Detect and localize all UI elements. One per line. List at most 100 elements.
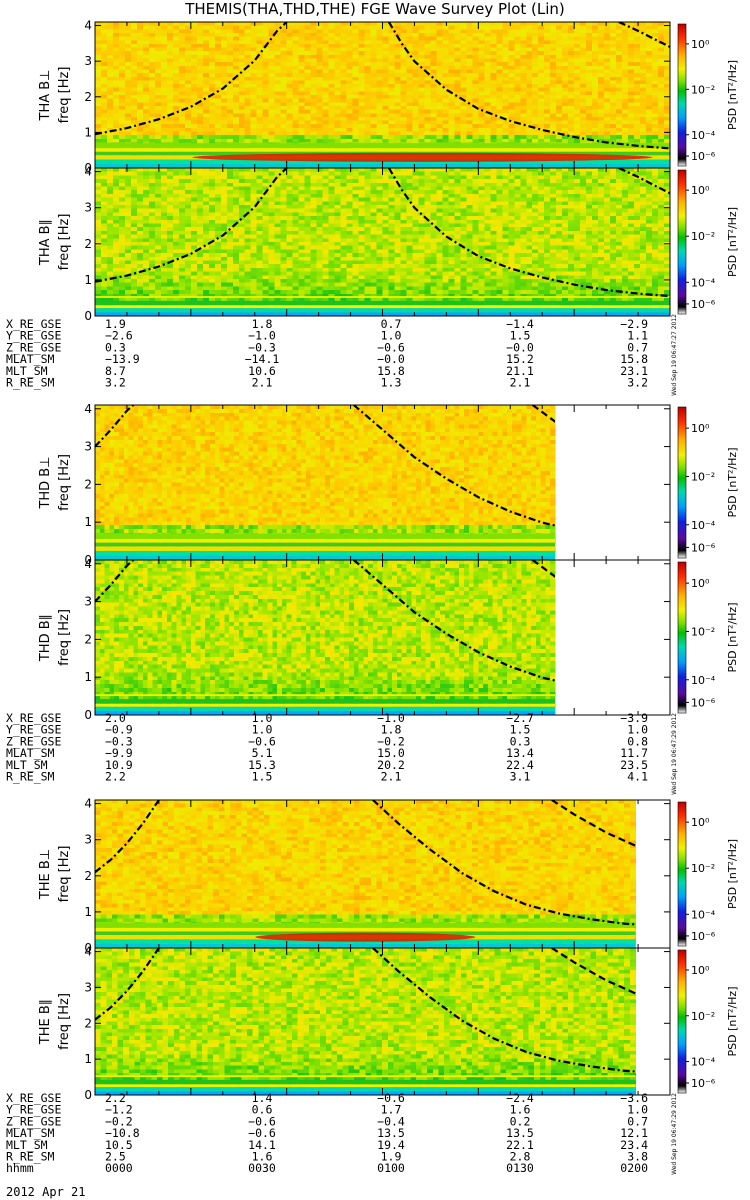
- y-tick-label: 4: [84, 165, 92, 179]
- y-axis-unit: freq [Hz]: [57, 846, 72, 903]
- y-tick-label: 2: [84, 632, 92, 646]
- colorbar-tick-label: 10⁻⁶: [691, 541, 716, 554]
- y-tick-label: 2: [84, 869, 92, 883]
- y-tick-label: 0: [84, 708, 92, 722]
- colorbar-tick-label: 10⁻⁴: [691, 674, 716, 687]
- y-axis-label: THE B⊥: [38, 849, 53, 900]
- y-tick-label: 4: [84, 402, 92, 416]
- colorbar-tick-label: 10⁻²: [691, 1010, 715, 1023]
- colorbar-tick-label: 10⁰: [691, 38, 710, 51]
- colorbar-label: PSD [nT²/Hz]: [726, 986, 739, 1056]
- y-tick-label: 3: [84, 54, 92, 68]
- spectrogram-image: [95, 168, 671, 317]
- frequency-band: [95, 1075, 636, 1077]
- y-tick-label: 2: [84, 90, 92, 104]
- colorbar-tick-label: 10⁰: [691, 816, 710, 829]
- y-tick-label: 3: [84, 833, 92, 847]
- orbit-row-label: R_RE_SM: [6, 376, 55, 390]
- orbit-value: 1.3: [381, 376, 402, 390]
- colorbar-tick-label: 10⁰: [691, 422, 710, 435]
- y-tick-label: 2: [84, 1016, 92, 1030]
- y-tick-label: 4: [84, 797, 92, 811]
- colorbar-tick-label: 10⁻⁴: [691, 908, 716, 921]
- frequency-band: [95, 539, 555, 543]
- frequency-band: [95, 928, 636, 932]
- orbit-value: 0100: [377, 1161, 405, 1175]
- colorbar-tick-label: 10⁻⁶: [691, 298, 716, 311]
- y-axis-unit: freq [Hz]: [57, 993, 72, 1050]
- frequency-band: [95, 1091, 636, 1095]
- orbit-value: 3.2: [105, 376, 126, 390]
- y-axis-unit: freq [Hz]: [57, 454, 72, 511]
- wave-band-feature: [255, 933, 475, 942]
- colorbar-label: PSD [nT²/Hz]: [726, 839, 739, 909]
- orbit-table-thd: X_RE_GSE 2.0 1.0 −1.0 −2.7 −3.9Y_RE_GSE −0.9 1.…: [6, 711, 648, 784]
- frequency-band: [95, 305, 670, 308]
- y-tick-label: 3: [84, 201, 92, 215]
- y-tick-label: 3: [84, 980, 92, 994]
- colorbar: 10⁰ 10⁻² 10⁻⁴ 10⁻⁶ PSD [nT²/Hz]: [678, 407, 739, 558]
- y-axis-label: THA B∥: [38, 219, 53, 266]
- orbit-value: 3.1: [510, 770, 531, 784]
- frequency-band: [95, 1087, 636, 1091]
- y-tick-label: 3: [84, 440, 92, 454]
- colorbar-tick-label: 10⁻⁶: [691, 930, 716, 943]
- y-tick-label: 0: [84, 309, 92, 323]
- orbit-row-label: hhmm: [6, 1161, 34, 1175]
- colorbar-label: PSD [nT²/Hz]: [726, 207, 739, 277]
- frequency-band: [95, 551, 555, 556]
- frequency-band: [95, 1084, 636, 1087]
- orbit-table-tha: X_RE_GSE 1.9 1.8 0.7 −1.4 −2.9Y_RE_GSE −2.6 −1.…: [6, 317, 648, 390]
- spectrogram-image: [95, 560, 556, 716]
- y-axis-unit: freq [Hz]: [57, 214, 72, 271]
- date-label: 2012 Apr 21: [6, 1185, 85, 1199]
- frequency-band: [95, 556, 555, 561]
- frequency-band: [95, 1080, 636, 1084]
- frequency-band: [95, 534, 555, 539]
- y-tick-label: 1: [84, 905, 92, 919]
- frequency-band: [95, 301, 670, 305]
- plot-timestamp: Wed Sep 19 06:47:29 2012: [671, 713, 678, 795]
- colorbar-tick-label: 10⁻⁴: [691, 1056, 716, 1069]
- frequency-band: [95, 296, 670, 298]
- frequency-band: [95, 699, 555, 704]
- orbit-value: 0200: [620, 1161, 648, 1175]
- y-tick-label: 1: [84, 515, 92, 529]
- figure-title: THEMIS(THA,THD,THE) FGE Wave Survey Plot…: [184, 0, 565, 18]
- orbit-value: 2.1: [381, 770, 402, 784]
- y-axis-label: THE B∥: [38, 999, 53, 1045]
- orbit-value: 3.2: [627, 376, 648, 390]
- wave-band-feature: [193, 153, 653, 162]
- colorbar-tick-label: 10⁻⁴: [691, 129, 716, 142]
- orbit-value: 0000: [105, 1161, 133, 1175]
- y-tick-label: 0: [84, 1088, 92, 1102]
- orbit-value: 2.2: [105, 770, 126, 784]
- y-axis-unit: freq [Hz]: [57, 609, 72, 666]
- y-axis-label: THD B∥: [38, 614, 53, 662]
- colorbar-label: PSD [nT²/Hz]: [726, 447, 739, 517]
- orbit-table-the: X_RE_GSE 2.2 1.4 −0.6 −2.4 −3.6Y_RE_GSE −1.2 0.…: [6, 1091, 648, 1175]
- plot-timestamp: Wed Sep 19 06:47:29 2012: [671, 1093, 678, 1175]
- y-tick-label: 1: [84, 125, 92, 139]
- spectrogram-image: [95, 948, 636, 1096]
- colorbar-tick-label: 10⁻⁴: [691, 519, 716, 532]
- y-axis-unit: freq [Hz]: [57, 67, 72, 124]
- colorbar-label: PSD [nT²/Hz]: [726, 602, 739, 672]
- colorbar-tick-label: 10⁻⁶: [691, 1077, 716, 1090]
- y-tick-label: 2: [84, 477, 92, 491]
- colorbar-tick-label: 10⁻²: [691, 471, 715, 484]
- colorbar-tick-label: 10⁰: [691, 184, 710, 197]
- frequency-band: [95, 543, 555, 547]
- colorbar-tick-label: 10⁻²: [691, 626, 715, 639]
- y-tick-label: 1: [84, 273, 92, 287]
- colorbar-tick-label: 10⁻⁴: [691, 276, 716, 289]
- colorbar-tick-label: 10⁰: [691, 577, 710, 590]
- frequency-band: [95, 944, 636, 948]
- frequency-band: [95, 143, 670, 148]
